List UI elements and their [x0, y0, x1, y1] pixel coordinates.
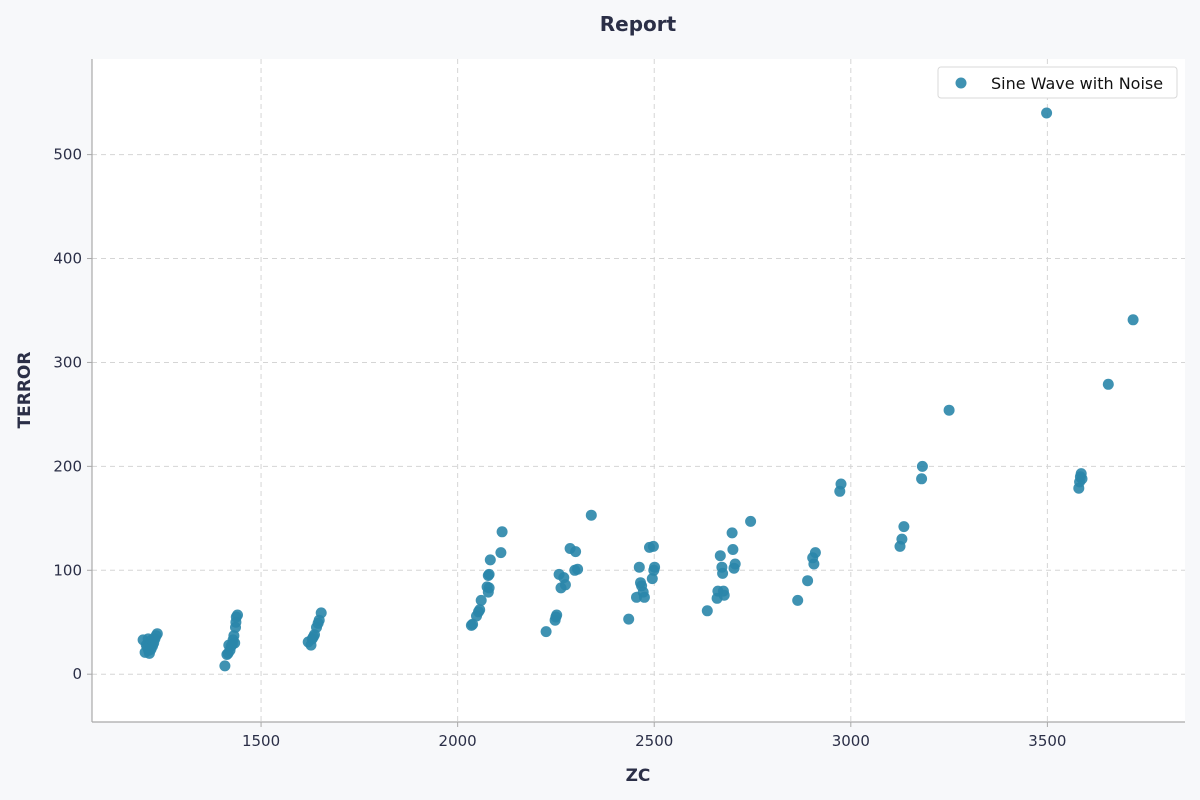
x-axis-label: ZC	[626, 766, 651, 786]
data-point	[474, 604, 486, 616]
data-point	[232, 609, 243, 621]
chart-title: Report	[600, 12, 677, 36]
data-point	[151, 628, 163, 640]
y-tick-label: 400	[53, 250, 82, 268]
data-point	[802, 575, 814, 587]
data-point	[570, 546, 582, 558]
y-axis-label: TERROR	[15, 352, 35, 429]
x-tick-label: 3000	[832, 732, 870, 750]
data-point	[701, 605, 713, 617]
data-point	[483, 568, 495, 580]
data-point	[638, 591, 650, 603]
data-point	[745, 515, 757, 527]
data-point	[540, 626, 552, 638]
grid-lines	[92, 59, 1185, 722]
axes	[87, 59, 1185, 727]
data-point	[718, 589, 730, 601]
data-point	[717, 567, 729, 579]
data-point	[496, 526, 508, 538]
data-point	[809, 547, 821, 559]
data-point	[585, 509, 597, 521]
data-point	[1041, 107, 1053, 119]
data-point	[1127, 314, 1139, 326]
data-point	[646, 573, 658, 585]
data-point	[943, 404, 955, 416]
data-point	[623, 613, 635, 625]
data-point	[633, 561, 645, 573]
y-tick-label: 500	[53, 146, 82, 164]
data-point	[835, 478, 847, 490]
x-tick-label: 1500	[242, 732, 280, 750]
data-points	[137, 107, 1139, 672]
data-point	[647, 540, 659, 552]
x-tick-label: 2500	[635, 732, 673, 750]
y-tick-label: 300	[53, 353, 82, 371]
legend-marker	[955, 77, 967, 89]
data-point	[551, 609, 563, 621]
data-point	[572, 563, 584, 575]
data-point	[729, 558, 741, 570]
data-point	[896, 533, 908, 545]
data-point	[467, 618, 479, 630]
x-tick-label: 2000	[439, 732, 477, 750]
data-point	[559, 579, 571, 591]
x-tick-label: 3500	[1028, 732, 1066, 750]
legend: Sine Wave with Noise	[937, 66, 1178, 99]
y-tick-label: 0	[72, 665, 82, 683]
data-point	[727, 544, 739, 555]
plot-area	[92, 59, 1185, 722]
data-point	[808, 558, 820, 570]
data-point	[475, 594, 487, 606]
data-point	[726, 527, 738, 539]
y-tick-label: 100	[53, 561, 82, 579]
data-point	[649, 561, 661, 573]
data-point	[219, 660, 231, 672]
data-point	[495, 547, 507, 559]
data-point	[483, 582, 495, 594]
y-tick-label: 200	[53, 457, 82, 475]
data-point	[714, 550, 726, 562]
data-point	[315, 607, 327, 619]
data-point	[1102, 378, 1114, 390]
data-point	[229, 637, 241, 649]
data-point	[916, 460, 928, 472]
data-point	[1076, 473, 1088, 485]
legend-box	[937, 66, 1178, 99]
data-point	[916, 473, 928, 485]
data-point	[898, 521, 910, 533]
data-point	[792, 594, 804, 606]
tick-labels: 1500 2000 2500 3000 3500 0 100 200 300 400 500	[53, 146, 1066, 750]
legend-label: Sine Wave with Noise	[991, 74, 1163, 93]
data-point	[484, 554, 496, 566]
